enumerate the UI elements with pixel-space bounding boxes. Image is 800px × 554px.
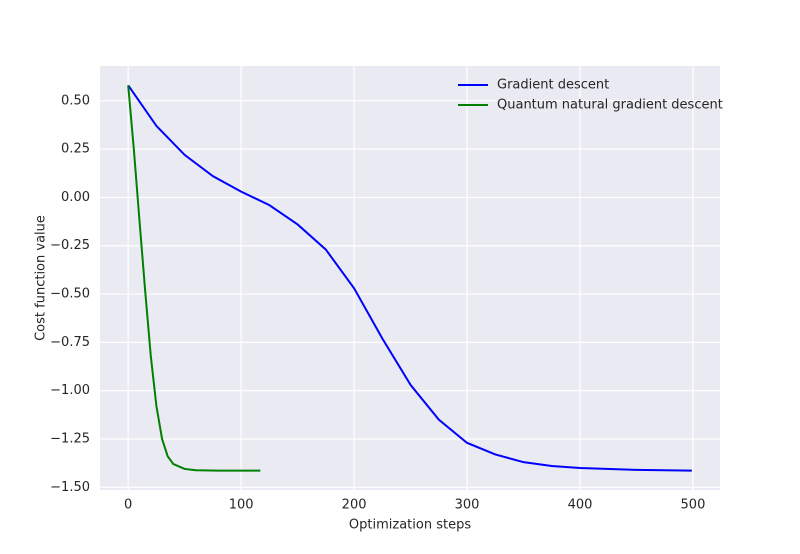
y-tick-label: −0.75 <box>50 335 90 350</box>
data-line <box>127 85 261 472</box>
legend: Gradient descent Quantum natural gradient… <box>458 78 723 113</box>
y-tick-label: −1.00 <box>50 383 90 398</box>
legend-label: Quantum natural gradient descent <box>497 98 723 113</box>
legend-label: Gradient descent <box>497 78 609 93</box>
x-tick-label: 300 <box>455 498 480 513</box>
x-axis-label: Optimization steps <box>349 518 471 533</box>
y-tick-label: −1.50 <box>50 480 90 495</box>
y-tick-label: −0.25 <box>50 238 90 253</box>
x-tick-label: 500 <box>681 498 706 513</box>
y-axis-label: Cost function value <box>34 215 49 341</box>
grid <box>100 66 720 490</box>
data-line <box>127 84 692 472</box>
y-tick-label: −1.25 <box>50 431 90 446</box>
lines <box>127 84 692 472</box>
x-tick-label: 400 <box>568 498 593 513</box>
plot-area <box>100 66 720 490</box>
x-tick-label: 100 <box>229 498 254 513</box>
y-tick-label: 0.25 <box>61 142 90 157</box>
y-tick-label: 0.50 <box>61 93 90 108</box>
y-tick-label: −0.50 <box>50 287 90 302</box>
x-tick-label: 200 <box>342 498 367 513</box>
x-tick-label: 0 <box>124 498 132 513</box>
y-tick-label: 0.00 <box>61 190 90 205</box>
